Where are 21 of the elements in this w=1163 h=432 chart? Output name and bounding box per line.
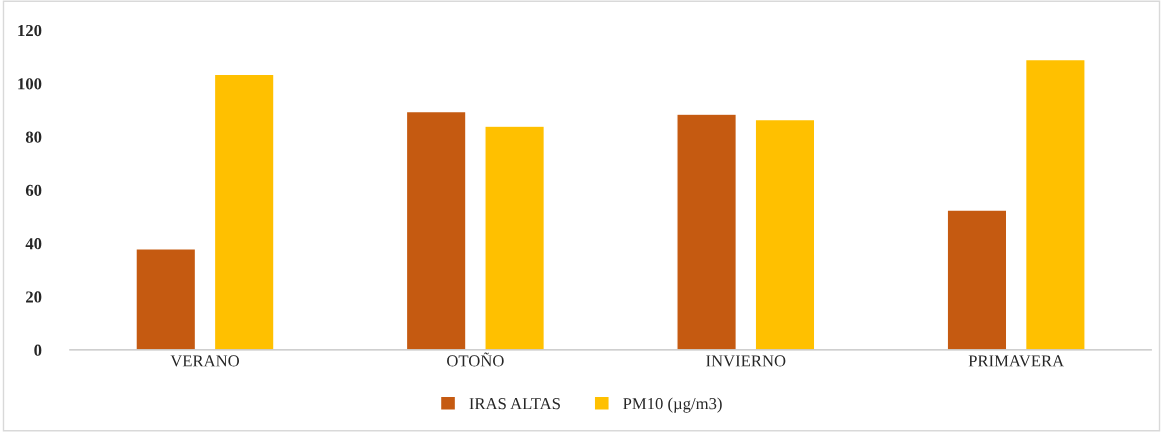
y-tick-label: 100 <box>18 78 42 90</box>
bar <box>1024 58 1086 350</box>
x-tick-label: PRIMAVERA <box>968 355 1065 367</box>
bar <box>405 110 467 350</box>
x-tick-label: VERANO <box>170 355 240 367</box>
x-tick-label: INVIERNO <box>706 355 786 367</box>
bar <box>946 209 1008 350</box>
bar <box>484 125 546 350</box>
y-tick-label: 20 <box>26 291 42 303</box>
bar <box>213 73 275 350</box>
legend-label: IRAS ALTAS <box>469 398 560 410</box>
legend-label: PM10 (µg/m3) <box>623 397 722 413</box>
x-tick-label: OTOÑO <box>447 352 504 367</box>
y-tick-label: 0 <box>34 344 42 356</box>
bar <box>676 113 738 350</box>
y-tick-label: 120 <box>18 24 42 37</box>
y-tick-label: 60 <box>25 184 42 197</box>
y-tick-label: 80 <box>25 131 42 143</box>
bar <box>754 118 816 350</box>
y-tick-label: 40 <box>25 238 42 250</box>
bar <box>135 247 197 350</box>
